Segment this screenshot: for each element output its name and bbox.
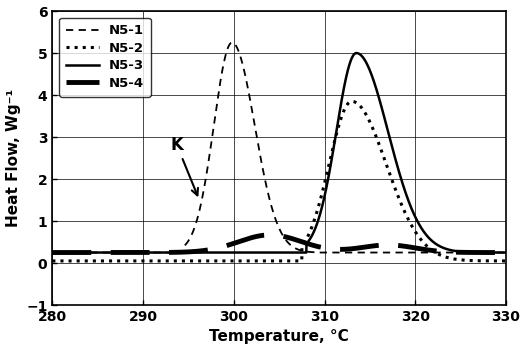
N5-4	[503, 251, 509, 255]
N5-2	[503, 259, 509, 263]
Legend: N5-1, N5-2, N5-3, N5-4: N5-1, N5-2, N5-3, N5-4	[59, 18, 151, 97]
N5-4	[243, 237, 249, 241]
X-axis label: Temperature, °C: Temperature, °C	[209, 329, 349, 344]
N5-2	[101, 259, 107, 263]
Line: N5-2: N5-2	[53, 102, 506, 261]
Line: N5-3: N5-3	[53, 53, 506, 253]
N5-3	[494, 250, 500, 254]
N5-3	[503, 251, 509, 255]
N5-3	[353, 51, 359, 55]
N5-2	[49, 259, 56, 263]
N5-2	[128, 259, 134, 263]
N5-1	[223, 50, 229, 55]
Text: K: K	[170, 136, 198, 195]
N5-3	[128, 251, 134, 255]
N5-1	[101, 251, 107, 255]
N5-1	[494, 251, 500, 255]
N5-3	[49, 251, 56, 255]
N5-4	[267, 233, 274, 237]
N5-4	[223, 244, 229, 248]
N5-2	[223, 259, 229, 263]
N5-4	[494, 251, 500, 255]
N5-4	[101, 251, 107, 255]
N5-1	[229, 41, 235, 45]
N5-3	[223, 251, 229, 255]
N5-2	[349, 99, 355, 104]
N5-4	[445, 250, 451, 254]
N5-2	[494, 259, 500, 263]
Line: N5-1: N5-1	[53, 43, 506, 253]
N5-3	[243, 251, 249, 255]
Line: N5-4: N5-4	[53, 235, 506, 253]
N5-4	[49, 251, 56, 255]
N5-1	[243, 77, 249, 82]
Y-axis label: Heat Flow, Wg⁻¹: Heat Flow, Wg⁻¹	[6, 89, 21, 227]
N5-2	[445, 256, 451, 260]
N5-4	[128, 251, 134, 255]
N5-3	[101, 251, 107, 255]
N5-1	[128, 251, 134, 255]
N5-1	[503, 251, 509, 255]
N5-1	[445, 251, 451, 255]
N5-1	[49, 251, 56, 255]
N5-2	[243, 259, 249, 263]
N5-3	[445, 247, 451, 252]
